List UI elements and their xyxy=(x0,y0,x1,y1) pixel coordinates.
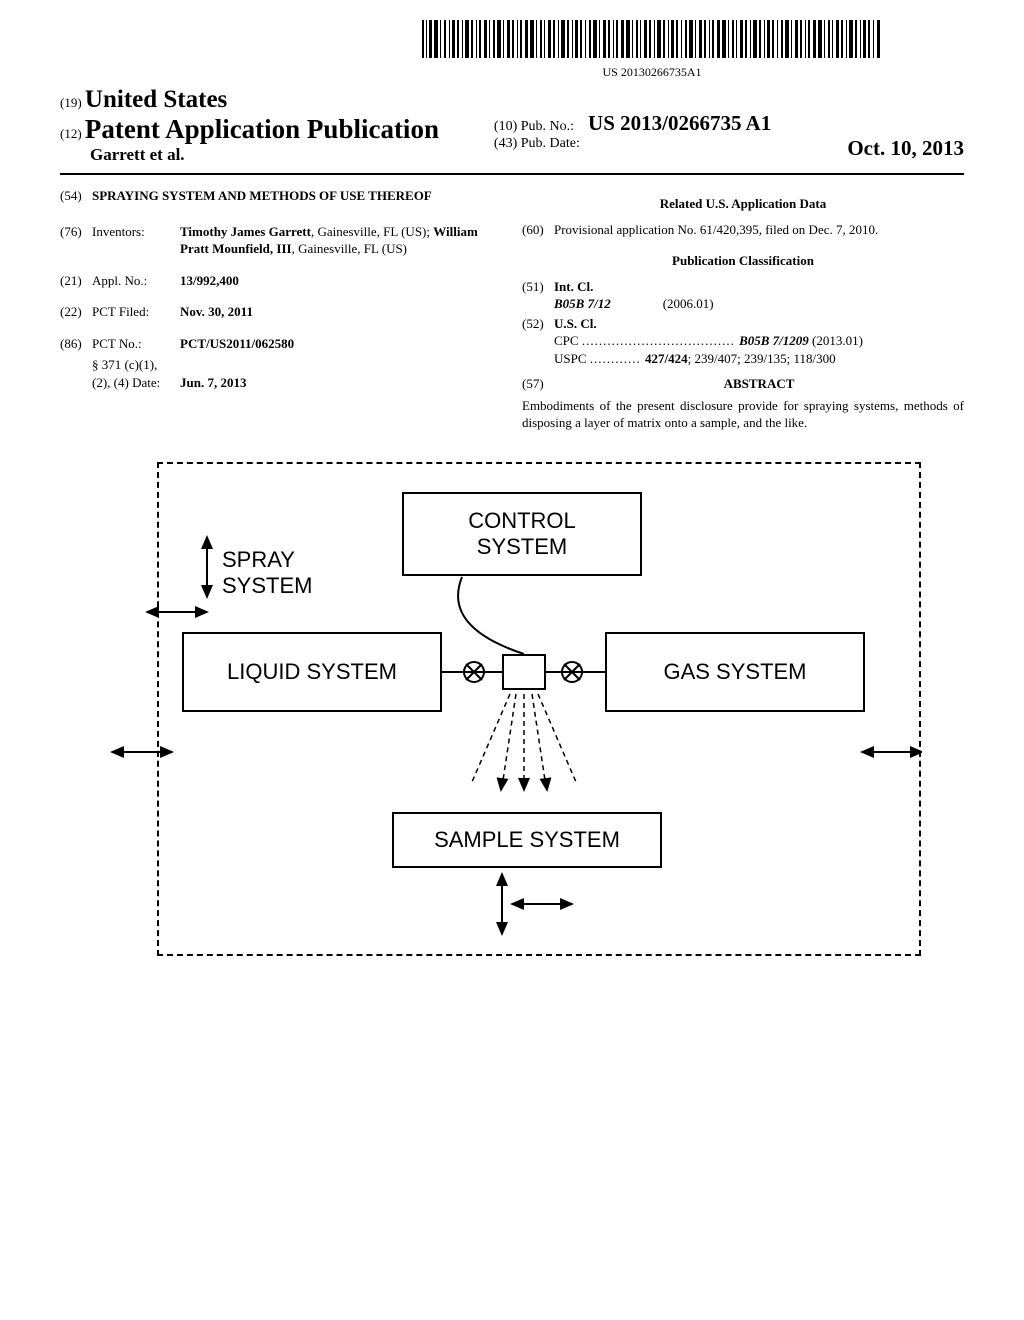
field-22: (22) PCT Filed: Nov. 30, 2011 xyxy=(60,303,502,321)
applno-value: 13/992,400 xyxy=(180,272,502,290)
field-21: (21) Appl. No.: 13/992,400 xyxy=(60,272,502,290)
control-system-box: CONTROL SYSTEM xyxy=(402,492,642,576)
field-86: (86) PCT No.: PCT/US2011/062580 xyxy=(60,335,502,353)
field-code-43: (43) xyxy=(494,136,517,151)
pubtype-line: (12) Patent Application Publication xyxy=(60,114,494,145)
liquid-label: LIQUID SYSTEM xyxy=(227,659,397,685)
field-code-22: (22) xyxy=(60,303,92,321)
country-line: (19) United States xyxy=(60,86,494,114)
classification-heading: Publication Classification xyxy=(522,252,964,270)
pctno-value: PCT/US2011/062580 xyxy=(180,335,502,353)
gas-label: GAS SYSTEM xyxy=(663,659,806,685)
s371-line1: § 371 (c)(1), xyxy=(92,356,180,374)
applno-label: Appl. No.: xyxy=(92,272,180,290)
field-code-19: (19) xyxy=(60,95,82,110)
intcl-label: Int. Cl. xyxy=(554,279,593,294)
sample-label: SAMPLE SYSTEM xyxy=(434,827,620,853)
pub-type: Patent Application Publication xyxy=(85,114,439,144)
uspc-dots: ............ xyxy=(590,351,645,366)
uscl-label: U.S. Cl. xyxy=(554,316,597,331)
authors-line: Garrett et al. xyxy=(60,145,494,165)
cpc-value: B05B 7/1209 xyxy=(739,333,809,348)
field-code-12: (12) xyxy=(60,126,82,141)
intcl-code: B05B 7/12 xyxy=(554,296,611,311)
pubdate-label: Pub. Date: xyxy=(521,136,580,151)
pctfiled-value: Nov. 30, 2011 xyxy=(180,303,502,321)
barcode-svg xyxy=(422,20,882,58)
pctno-label: PCT No.: xyxy=(92,335,180,353)
field-76: (76) Inventors: Timothy James Garrett, G… xyxy=(60,223,502,258)
inventor-loc-1: , Gainesville, FL (US); xyxy=(311,224,433,239)
field-code-54: (54) xyxy=(60,187,92,205)
s371-line2: (2), (4) Date: xyxy=(92,374,180,392)
spray-system-label: SPRAY SYSTEM xyxy=(222,547,312,599)
abstract-text: Embodiments of the present disclosure pr… xyxy=(522,397,964,432)
uspc-bold: 427/424 xyxy=(645,351,688,366)
cpc-dots: .................................... xyxy=(582,333,739,348)
field-86-sub2: (2), (4) Date: Jun. 7, 2013 xyxy=(60,374,502,392)
abstract-heading: ABSTRACT xyxy=(554,375,964,393)
field-51: (51) Int. Cl. B05B 7/12 (2006.01) xyxy=(522,278,964,313)
field-86-sub: § 371 (c)(1), xyxy=(60,356,502,374)
field-52: (52) U.S. Cl. CPC ......................… xyxy=(522,315,964,368)
field-code-76: (76) xyxy=(60,223,92,258)
control-label-l2: SYSTEM xyxy=(477,534,567,559)
field-57-head: (57) ABSTRACT xyxy=(522,375,964,393)
pubdate-value: Oct. 10, 2013 xyxy=(847,136,964,161)
provisional-text: Provisional application No. 61/420,395, … xyxy=(554,221,964,239)
uspc-rest: ; 239/407; 239/135; 118/300 xyxy=(688,351,836,366)
barcode-block: US 20130266735A1 xyxy=(340,20,964,80)
pctfiled-label: PCT Filed: xyxy=(92,303,180,321)
inventor-name-1: Timothy James Garrett xyxy=(180,224,311,239)
pubno-line: (10) Pub. No.: US 2013/0266735 A1 xyxy=(494,111,964,136)
nozzle-box xyxy=(502,654,546,690)
barcode-text: US 20130266735A1 xyxy=(340,65,964,80)
inventors-label: Inventors: xyxy=(92,223,180,258)
pubno-value: US 2013/0266735 A1 xyxy=(588,111,771,135)
field-60: (60) Provisional application No. 61/420,… xyxy=(522,221,964,239)
related-data-heading: Related U.S. Application Data xyxy=(522,195,964,213)
barcode-graphic xyxy=(422,20,882,63)
control-label-l1: CONTROL xyxy=(468,508,576,533)
sample-system-box: SAMPLE SYSTEM xyxy=(392,812,662,868)
liquid-system-box: LIQUID SYSTEM xyxy=(182,632,442,712)
intcl-year: (2006.01) xyxy=(663,296,714,311)
field-code-57: (57) xyxy=(522,375,554,393)
system-diagram: SPRAY SYSTEM CONTROL SYSTEM LIQUID SYSTE… xyxy=(102,462,922,962)
inventor-loc-2: , Gainesville, FL (US) xyxy=(292,241,407,256)
cpc-label: CPC xyxy=(554,333,579,348)
right-column: Related U.S. Application Data (60) Provi… xyxy=(522,187,964,432)
field-code-52: (52) xyxy=(522,315,554,368)
uspc-label: USPC xyxy=(554,351,587,366)
pubdate-line: (43) Pub. Date: Oct. 10, 2013 xyxy=(494,136,964,152)
field-code-86: (86) xyxy=(60,335,92,353)
cpc-year: (2013.01) xyxy=(812,333,863,348)
left-column: (54) SPRAYING SYSTEM AND METHODS OF USE … xyxy=(60,187,502,432)
field-code-10: (10) xyxy=(494,119,517,134)
horizontal-rule xyxy=(60,173,964,175)
spray-label-l1: SPRAY xyxy=(222,547,295,572)
spray-label-l2: SYSTEM xyxy=(222,573,312,598)
invention-title: SPRAYING SYSTEM AND METHODS OF USE THERE… xyxy=(92,187,502,205)
country-name: United States xyxy=(85,86,227,113)
field-code-51: (51) xyxy=(522,278,554,313)
gas-system-box: GAS SYSTEM xyxy=(605,632,865,712)
inventors-value: Timothy James Garrett, Gainesville, FL (… xyxy=(180,223,502,258)
field-code-60: (60) xyxy=(522,221,554,239)
pubno-label: Pub. No.: xyxy=(521,119,574,134)
s371-date: Jun. 7, 2013 xyxy=(180,374,502,392)
field-54: (54) SPRAYING SYSTEM AND METHODS OF USE … xyxy=(60,187,502,205)
field-code-21: (21) xyxy=(60,272,92,290)
